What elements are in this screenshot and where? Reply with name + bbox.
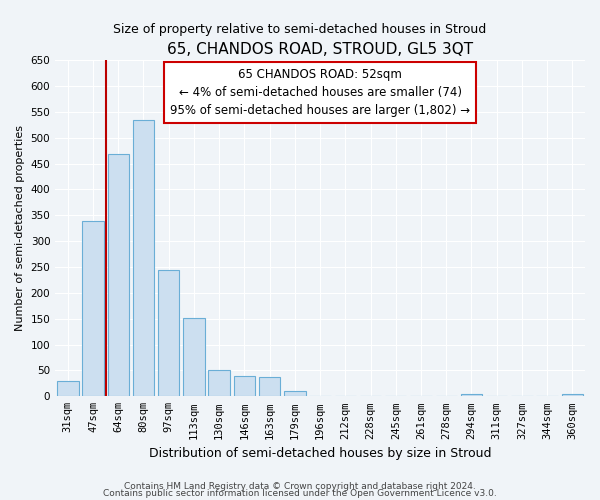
Bar [158, 270, 179, 396]
Text: Size of property relative to semi-detached houses in Stroud: Size of property relative to semi-detach… [113, 22, 487, 36]
Bar [233, 376, 255, 396]
X-axis label: Distribution of semi-detached houses by size in Stroud: Distribution of semi-detached houses by … [149, 447, 491, 460]
Bar [57, 381, 79, 396]
Bar [183, 318, 205, 396]
Bar [562, 394, 583, 396]
Text: 65 CHANDOS ROAD: 52sqm
← 4% of semi-detached houses are smaller (74)
95% of semi: 65 CHANDOS ROAD: 52sqm ← 4% of semi-deta… [170, 68, 470, 117]
Bar [82, 222, 104, 396]
Bar [107, 154, 129, 396]
Bar [133, 120, 154, 396]
Bar [259, 377, 280, 396]
Title: 65, CHANDOS ROAD, STROUD, GL5 3QT: 65, CHANDOS ROAD, STROUD, GL5 3QT [167, 42, 473, 58]
Bar [284, 390, 305, 396]
Text: Contains public sector information licensed under the Open Government Licence v3: Contains public sector information licen… [103, 490, 497, 498]
Y-axis label: Number of semi-detached properties: Number of semi-detached properties [15, 125, 25, 331]
Text: Contains HM Land Registry data © Crown copyright and database right 2024.: Contains HM Land Registry data © Crown c… [124, 482, 476, 491]
Bar [461, 394, 482, 396]
Bar [208, 370, 230, 396]
